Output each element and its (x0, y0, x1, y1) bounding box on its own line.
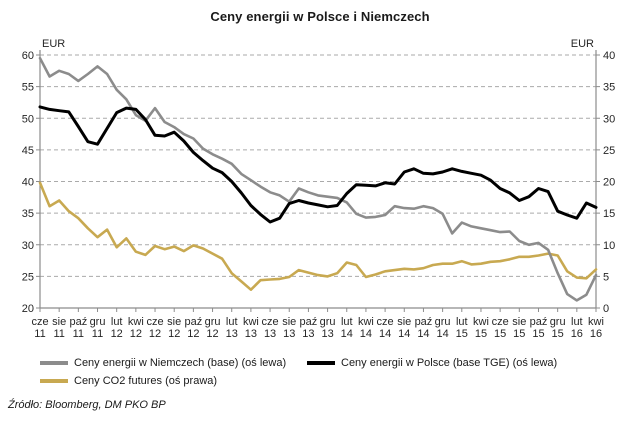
x-tick-month-label: gru (550, 316, 566, 328)
x-tick-month-label: sie (397, 316, 411, 328)
x-tick-month-label: kwi (128, 316, 144, 328)
legend-item-germany: Ceny energii w Niemczech (base) (oś lewa… (40, 356, 286, 370)
chart-title: Ceny energii w Polsce i Niemczech (210, 9, 430, 24)
x-tick-month-label: kwi (588, 316, 604, 328)
legend-item-co2: Ceny CO2 futures (oś prawa) (40, 374, 217, 388)
x-tick-year-label: 11 (53, 328, 64, 340)
x-tick-month-label: kwi (358, 316, 374, 328)
legend-marker-co2-line (40, 379, 68, 383)
x-tick-month-label: paź (69, 316, 87, 328)
x-tick-month-label: sie (282, 316, 296, 328)
x-tick-year-label: 11 (73, 328, 84, 340)
x-tick-year-label: 13 (283, 328, 295, 340)
right-axis-tick-label: 20 (603, 177, 615, 189)
series-line-germany (38, 56, 598, 302)
x-tick-year-label: 13 (245, 328, 257, 340)
x-tick-year-label: 15 (532, 328, 544, 340)
right-axis-tick-label: 25 (603, 145, 615, 157)
x-tick-month-label: paź (185, 316, 203, 328)
x-tick-year-label: 14 (417, 328, 429, 340)
x-tick-year-label: 13 (321, 328, 333, 340)
legend-label-poland: Ceny energii w Polsce (base TGE) (oś lew… (341, 357, 558, 369)
right-axis-tick-label: 30 (603, 113, 615, 125)
left-axis-tick-label: 20 (22, 303, 34, 315)
x-tick-year-label: 12 (130, 328, 142, 340)
x-tick-month-label: lut (226, 316, 238, 328)
legend-marker-germany-line (40, 361, 68, 365)
x-tick-year-label: 15 (456, 328, 468, 340)
right-axis-tick-label: 35 (603, 82, 615, 94)
source-note: Źródło: Bloomberg, DM PKO BP (8, 399, 166, 411)
x-tick-month-label: lut (341, 316, 353, 328)
x-tick-month-label: gru (320, 316, 336, 328)
x-tick-month-label: cze (31, 316, 48, 328)
left-axis-tick-label: 40 (22, 177, 34, 189)
x-tick-month-label: paź (300, 316, 318, 328)
x-tick-year-label: 13 (226, 328, 238, 340)
x-tick-month-label: gru (90, 316, 106, 328)
left-axis-tick-label: 45 (22, 145, 34, 157)
right-axis-tick-label: 5 (603, 271, 609, 283)
x-tick-month-label: cze (262, 316, 279, 328)
legend-label-co2: Ceny CO2 futures (oś prawa) (74, 375, 218, 387)
x-tick-year-label: 15 (513, 328, 525, 340)
x-tick-year-label: 12 (187, 328, 199, 340)
x-tick-month-label: lut (571, 316, 583, 328)
left-axis-tick-label: 30 (22, 240, 34, 252)
x-tick-month-label: kwi (473, 316, 489, 328)
x-tick-year-label: 15 (494, 328, 506, 340)
x-tick-month-label: cze (492, 316, 509, 328)
x-tick-month-label: sie (167, 316, 181, 328)
left-axis-tick-label: 60 (22, 50, 34, 62)
right-axis-tick-label: 15 (603, 208, 615, 220)
x-tick-year-label: 15 (475, 328, 487, 340)
x-tick-year-label: 13 (302, 328, 314, 340)
right-axis-unit-label: EUR (571, 38, 594, 50)
x-tick-month-label: gru (435, 316, 451, 328)
right-axis-tick-label: 40 (603, 50, 615, 62)
x-tick-year-label: 11 (92, 328, 103, 340)
left-axis-unit-label: EUR (42, 38, 65, 50)
x-tick-month-label: sie (512, 316, 526, 328)
right-axis-tick-label: 0 (603, 303, 609, 315)
x-tick-year-label: 13 (264, 328, 276, 340)
x-tick-year-label: 14 (398, 328, 410, 340)
legend-marker-poland-line (307, 361, 335, 365)
x-tick-month-label: paź (530, 316, 548, 328)
x-tick-year-label: 12 (149, 328, 161, 340)
left-axis-tick-label: 25 (22, 271, 34, 283)
x-tick-year-label: 12 (168, 328, 180, 340)
left-axis-tick-label: 50 (22, 113, 34, 125)
x-tick-year-label: 14 (436, 328, 448, 340)
left-axis-tick-label: 55 (22, 82, 34, 94)
x-tick-year-label: 14 (341, 328, 353, 340)
x-tick-month-label: paź (415, 316, 433, 328)
right-axis-tick-label: 10 (603, 240, 615, 252)
legend-item-poland: Ceny energii w Polsce (base TGE) (oś lew… (307, 356, 557, 370)
x-tick-year-label: 14 (379, 328, 391, 340)
x-tick-month-label: kwi (243, 316, 259, 328)
x-tick-year-label: 16 (571, 328, 583, 340)
x-tick-month-label: cze (146, 316, 163, 328)
x-tick-year-label: 16 (590, 328, 602, 340)
legend-label-germany: Ceny energii w Niemczech (base) (oś lewa… (74, 357, 287, 369)
x-tick-month-label: gru (205, 316, 221, 328)
x-tick-year-label: 15 (552, 328, 564, 340)
x-tick-year-label: 11 (34, 328, 45, 340)
x-tick-year-label: 12 (111, 328, 123, 340)
x-tick-month-label: lut (111, 316, 123, 328)
series-line-co2 (38, 181, 598, 292)
x-tick-year-label: 12 (206, 328, 218, 340)
x-tick-month-label: sie (52, 316, 66, 328)
x-tick-month-label: cze (377, 316, 394, 328)
x-tick-month-label: lut (456, 316, 468, 328)
left-axis-tick-label: 35 (22, 208, 34, 220)
x-tick-year-label: 14 (360, 328, 372, 340)
series-line-poland (38, 105, 598, 224)
